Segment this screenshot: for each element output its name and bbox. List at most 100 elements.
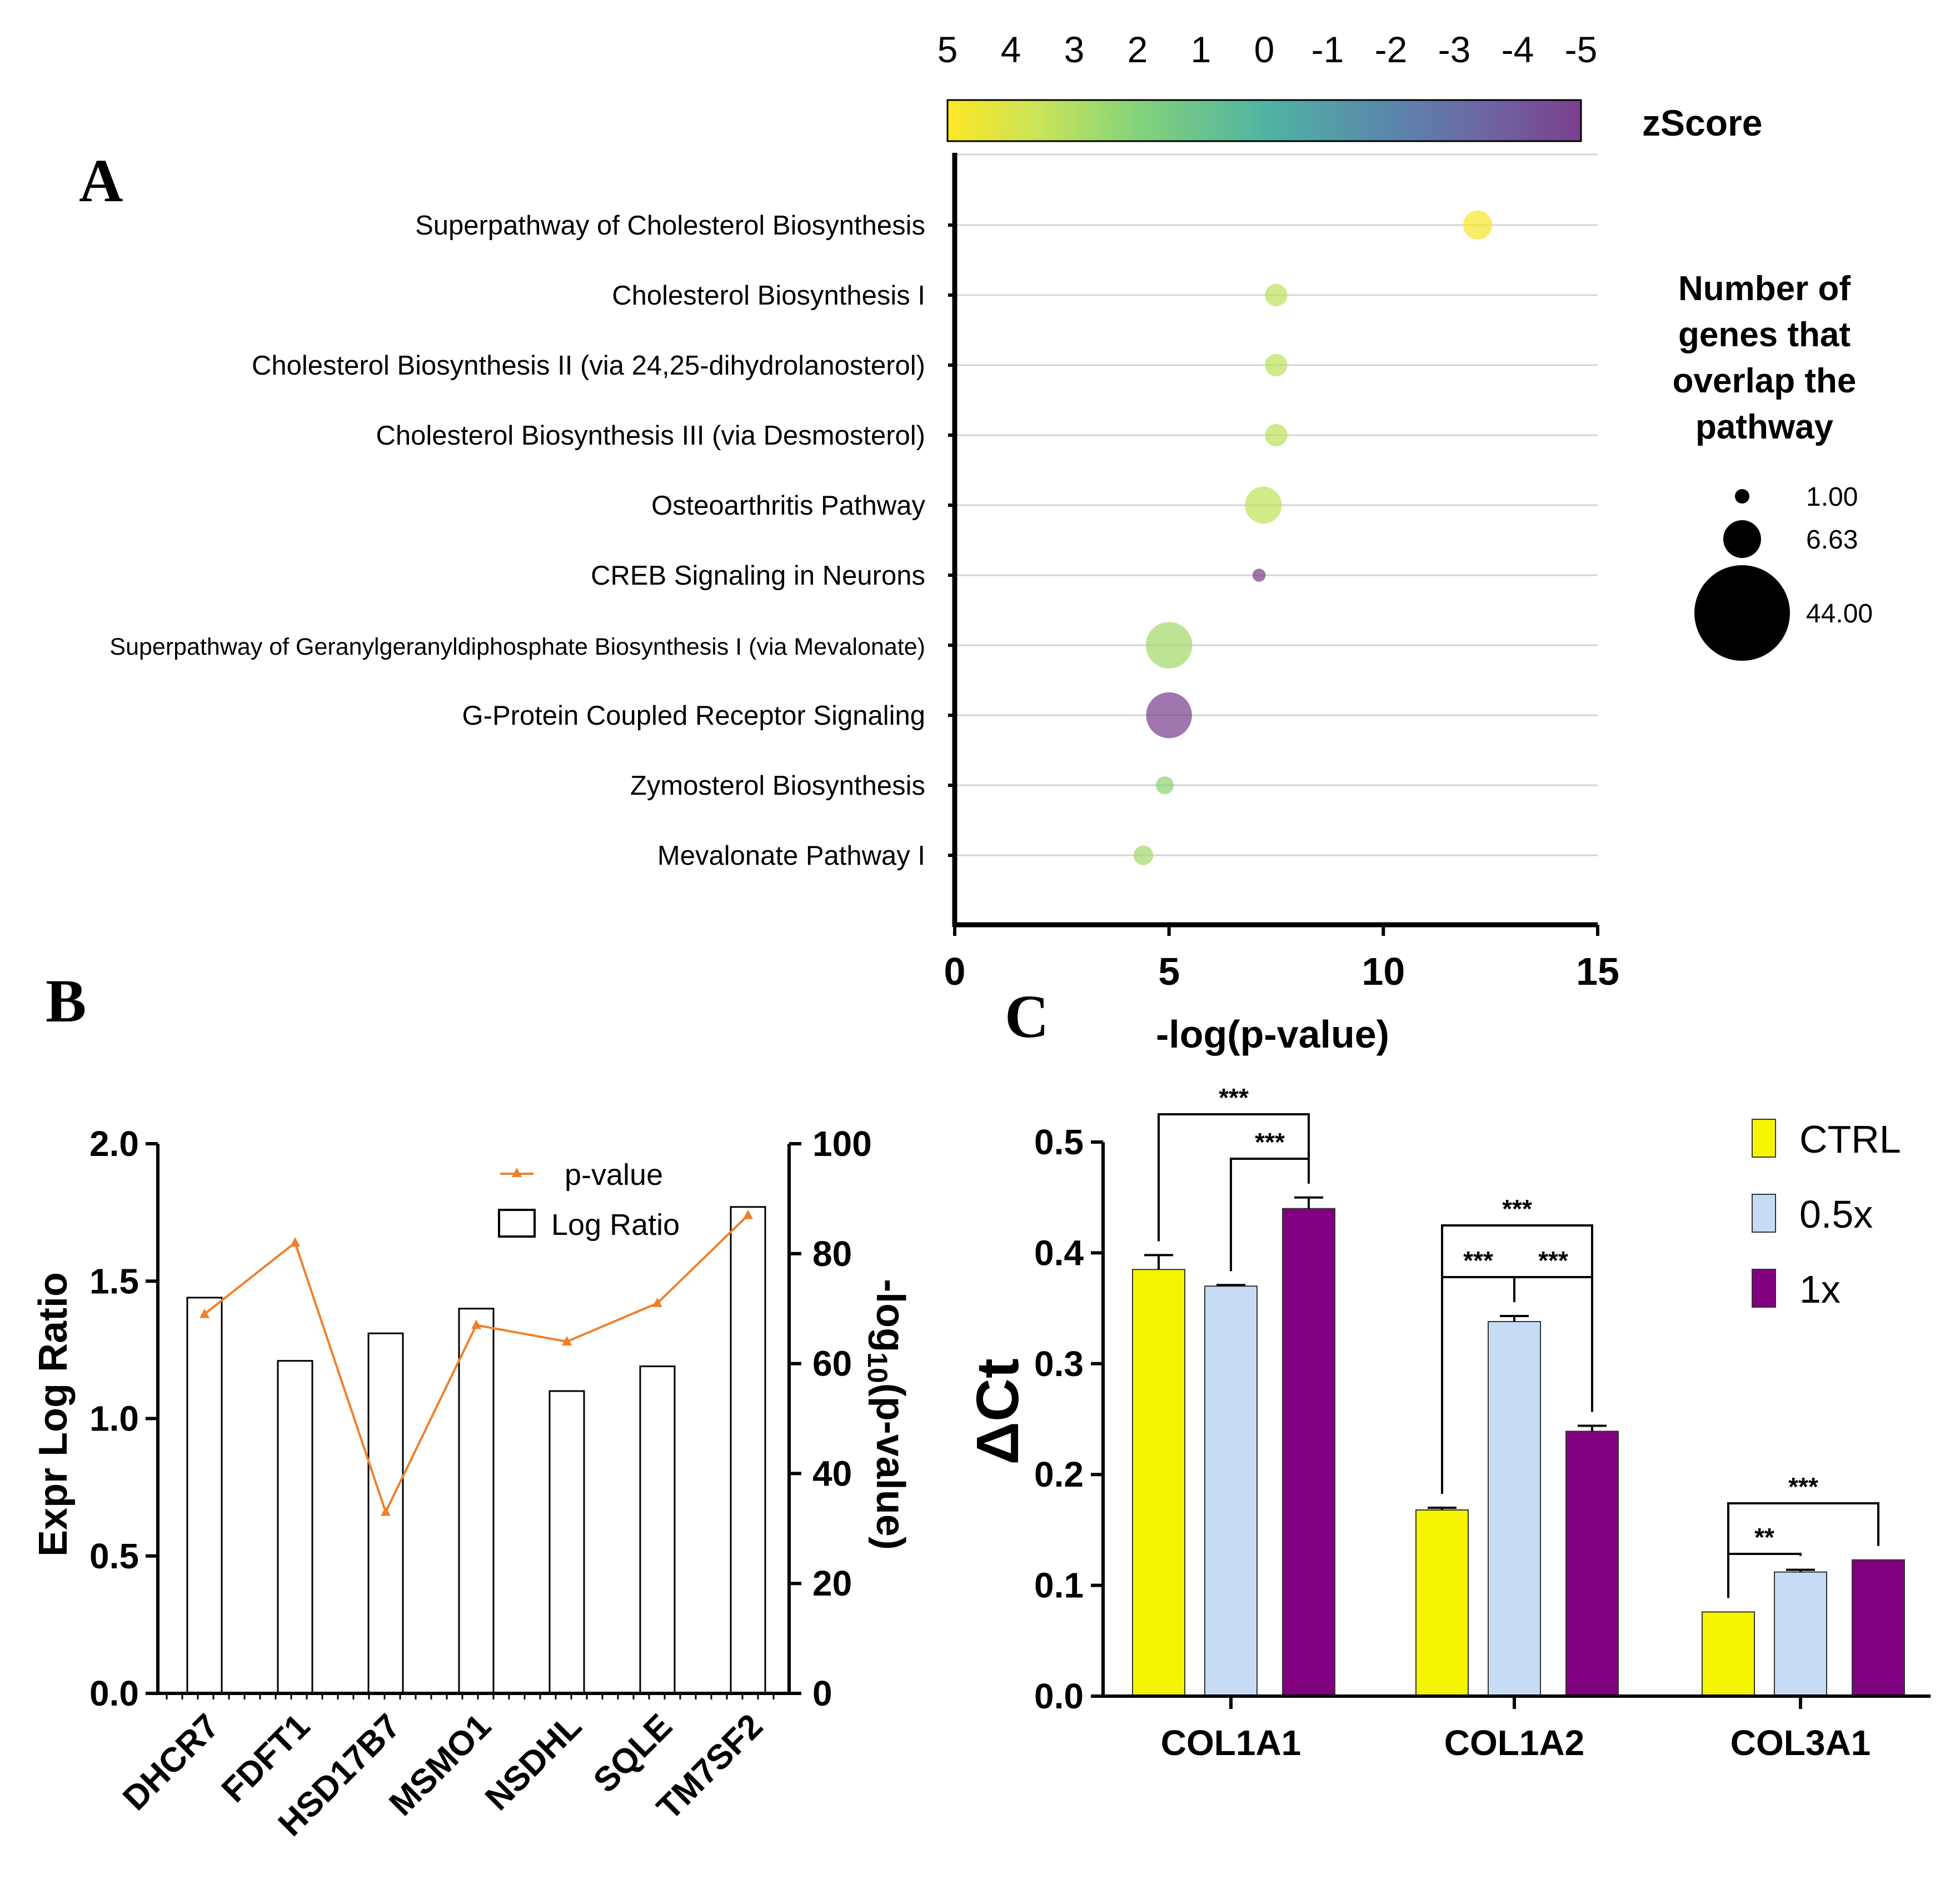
size-legend-title-1: Number of xyxy=(1678,270,1851,308)
size-legend-label: 6.63 xyxy=(1806,525,1858,555)
bubble xyxy=(1133,845,1153,865)
x-ticks: 0 5 10 15 xyxy=(944,925,1619,993)
pathway-label: Cholesterol Biosynthesis I xyxy=(612,281,925,311)
legend-marker xyxy=(512,1168,522,1177)
log-ratio-bar xyxy=(548,1390,585,1694)
size-legend-circle xyxy=(1694,565,1790,661)
colorbar-tick-label: 4 xyxy=(1001,29,1021,70)
grouped-bar-chart: 0.0 0.1 0.2 0.3 0.4 0.5 COL1A1 COL1A2 COL3A1 **… xyxy=(964,1083,1931,1763)
bar xyxy=(1488,1321,1541,1697)
size-legend-title-4: pathway xyxy=(1695,408,1834,446)
size-legend-title-2: genes that xyxy=(1678,316,1851,354)
pathway-label: Mevalonate Pathway I xyxy=(657,841,925,871)
p-value-marker xyxy=(652,1297,662,1307)
bubble xyxy=(1265,283,1288,307)
p-value-line xyxy=(200,1209,753,1516)
size-legend-label: 1.00 xyxy=(1806,482,1858,512)
colorbar-ticks: 5 4 3 2 1 0 -1 -2 -3 -4 -5 xyxy=(937,29,1598,70)
significance-bracket xyxy=(1727,1553,1802,1598)
right-ticks: 0 20 40 60 80 100 xyxy=(789,1124,872,1713)
bars xyxy=(1132,1208,1905,1697)
bar xyxy=(1852,1559,1905,1697)
pathway-labels: Superpathway of Cholesterol Biosynthesis… xyxy=(109,211,925,871)
y-tick-label: 1.0 xyxy=(89,1399,139,1439)
y2-tick-label: 100 xyxy=(812,1124,872,1164)
legend-line-label: p-value xyxy=(565,1158,663,1192)
colorbar-tick-label: -1 xyxy=(1311,29,1344,70)
legend-label: 1x xyxy=(1799,1268,1841,1311)
category-label: MSMO1 xyxy=(382,1707,498,1823)
legend: p-value Log Ratio xyxy=(498,1158,680,1242)
size-legend-circle xyxy=(1723,520,1761,558)
pathway-label: Superpathway of Geranylgeranyldiphosphat… xyxy=(109,634,925,660)
pathway-label: CREB Signaling in Neurons xyxy=(591,561,925,591)
size-legend-circle xyxy=(1735,489,1749,504)
y-axis-label: ΔCt xyxy=(964,1358,1031,1465)
legend-swatch xyxy=(1752,1194,1776,1233)
pathway-label: Zymosterol Biosynthesis xyxy=(630,771,925,801)
colorbar-tick-label: 3 xyxy=(1064,29,1085,70)
significance-label: *** xyxy=(1502,1194,1532,1223)
bar xyxy=(1204,1285,1258,1697)
y-ticks: 0.0 0.1 0.2 0.3 0.4 0.5 xyxy=(1034,1122,1103,1716)
significance-brackets: ************ ******** xyxy=(1158,1083,1879,1598)
significance-bracket xyxy=(1513,1276,1593,1412)
category-label: COL1A2 xyxy=(1444,1723,1585,1763)
y2-tick-label: 0 xyxy=(812,1673,832,1713)
log-ratio-bar xyxy=(458,1308,495,1694)
legend-bar-label: Log Ratio xyxy=(551,1208,680,1242)
size-legend-label: 44.00 xyxy=(1806,599,1873,629)
significance-label: *** xyxy=(1255,1128,1285,1157)
bubble xyxy=(1146,692,1192,739)
category-label: COL1A1 xyxy=(1161,1723,1301,1763)
category-label: DHCR7 xyxy=(116,1707,227,1818)
colorbar-tick-label: -2 xyxy=(1375,29,1408,70)
size-legend: Number of genes that overlap the pathway… xyxy=(1673,270,1873,661)
category-label: COL3A1 xyxy=(1730,1723,1871,1763)
significance-label: *** xyxy=(1219,1083,1249,1112)
y2-tick-label: 20 xyxy=(812,1563,852,1603)
bar xyxy=(1415,1509,1469,1697)
significance-label: *** xyxy=(1463,1246,1493,1275)
significance-bracket xyxy=(1230,1158,1310,1272)
y2-axis-label: -log10(p-value) xyxy=(862,1279,912,1550)
significance-bracket xyxy=(1727,1502,1879,1598)
combo-chart: 0.0 0.5 1.0 1.5 2.0 0 20 40 60 80 100 DHCR7FDFT1H… xyxy=(31,1124,912,1843)
p-value-marker xyxy=(743,1209,753,1219)
bubble xyxy=(1155,776,1174,795)
bar xyxy=(1132,1269,1185,1697)
x-axis-label: -log(p-value) xyxy=(1156,1013,1389,1056)
significance-label: *** xyxy=(1538,1246,1568,1275)
y-tick-label: 0.1 xyxy=(1034,1566,1084,1606)
x-tick-label: 10 xyxy=(1361,950,1405,993)
left-ticks: 0.0 0.5 1.0 1.5 2.0 xyxy=(89,1124,775,1713)
panel-label-a: A xyxy=(79,147,123,215)
y-tick-label: 0.5 xyxy=(89,1536,139,1576)
y-tick-label: 1.5 xyxy=(89,1261,139,1301)
colorbar-title: zScore xyxy=(1642,102,1762,143)
colorbar-tick-label: -5 xyxy=(1565,29,1598,70)
bar xyxy=(1282,1208,1335,1697)
pathway-label: Superpathway of Cholesterol Biosynthesis xyxy=(415,211,925,241)
y-tick-label: 0.4 xyxy=(1034,1233,1084,1273)
pathway-label: Cholesterol Biosynthesis III (via Desmos… xyxy=(376,421,925,451)
bubble-chart: 5 4 3 2 1 0 -1 -2 -3 -4 -5 zScore 0 5 10 15 -log(p-va… xyxy=(109,29,1873,1056)
log-ratio-bar xyxy=(639,1365,676,1694)
significance-label: *** xyxy=(1788,1472,1818,1501)
y2-tick-label: 60 xyxy=(812,1344,852,1384)
y-tick-label: 0.5 xyxy=(1034,1122,1084,1162)
p-value-marker xyxy=(471,1319,481,1329)
p-value-marker xyxy=(200,1308,210,1318)
pathway-label: Cholesterol Biosynthesis II (via 24,25-d… xyxy=(252,351,925,381)
colorbar-tick-label: -3 xyxy=(1438,29,1471,70)
log-ratio-bar xyxy=(730,1206,766,1694)
legend-bar-swatch xyxy=(498,1209,536,1238)
bubble xyxy=(1245,486,1282,524)
x-tick-label: 0 xyxy=(944,950,966,993)
bubble xyxy=(1463,210,1493,240)
size-legend-title-3: overlap the xyxy=(1673,362,1857,400)
x-tick-label: 5 xyxy=(1158,950,1180,993)
y-tick-label: 0.3 xyxy=(1034,1344,1084,1384)
